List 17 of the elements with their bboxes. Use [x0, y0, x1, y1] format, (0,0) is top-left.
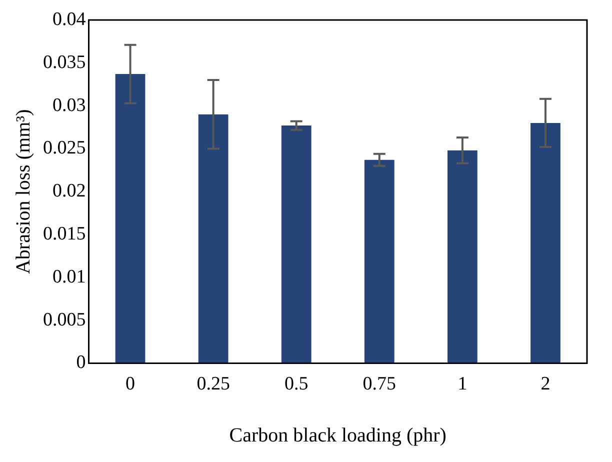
x-tick-label: 1	[458, 374, 468, 395]
y-axis-title: Abrasion loss (mm³)	[12, 109, 34, 274]
x-tick-label: 0.5	[284, 374, 308, 395]
y-tick-label: 0.035	[43, 52, 86, 73]
y-tick-label: 0.01	[52, 266, 86, 288]
x-tick-label: 0	[126, 374, 136, 395]
x-tick-label: 0.25	[196, 374, 230, 395]
y-tick-label: 0.03	[52, 94, 86, 116]
x-tick-label: 0.75	[362, 374, 396, 395]
y-tick-label: 0.025	[43, 138, 86, 159]
y-tick-label: 0.02	[52, 180, 86, 202]
y-tick-label: 0.005	[43, 309, 86, 330]
y-tick-label: 0.015	[43, 223, 86, 244]
x-axis-title: Carbon black loading (phr)	[229, 424, 446, 446]
x-tick-label: 2	[540, 374, 550, 395]
y-tick-label: 0	[76, 352, 86, 374]
y-tick-label: 0.04	[52, 8, 86, 30]
